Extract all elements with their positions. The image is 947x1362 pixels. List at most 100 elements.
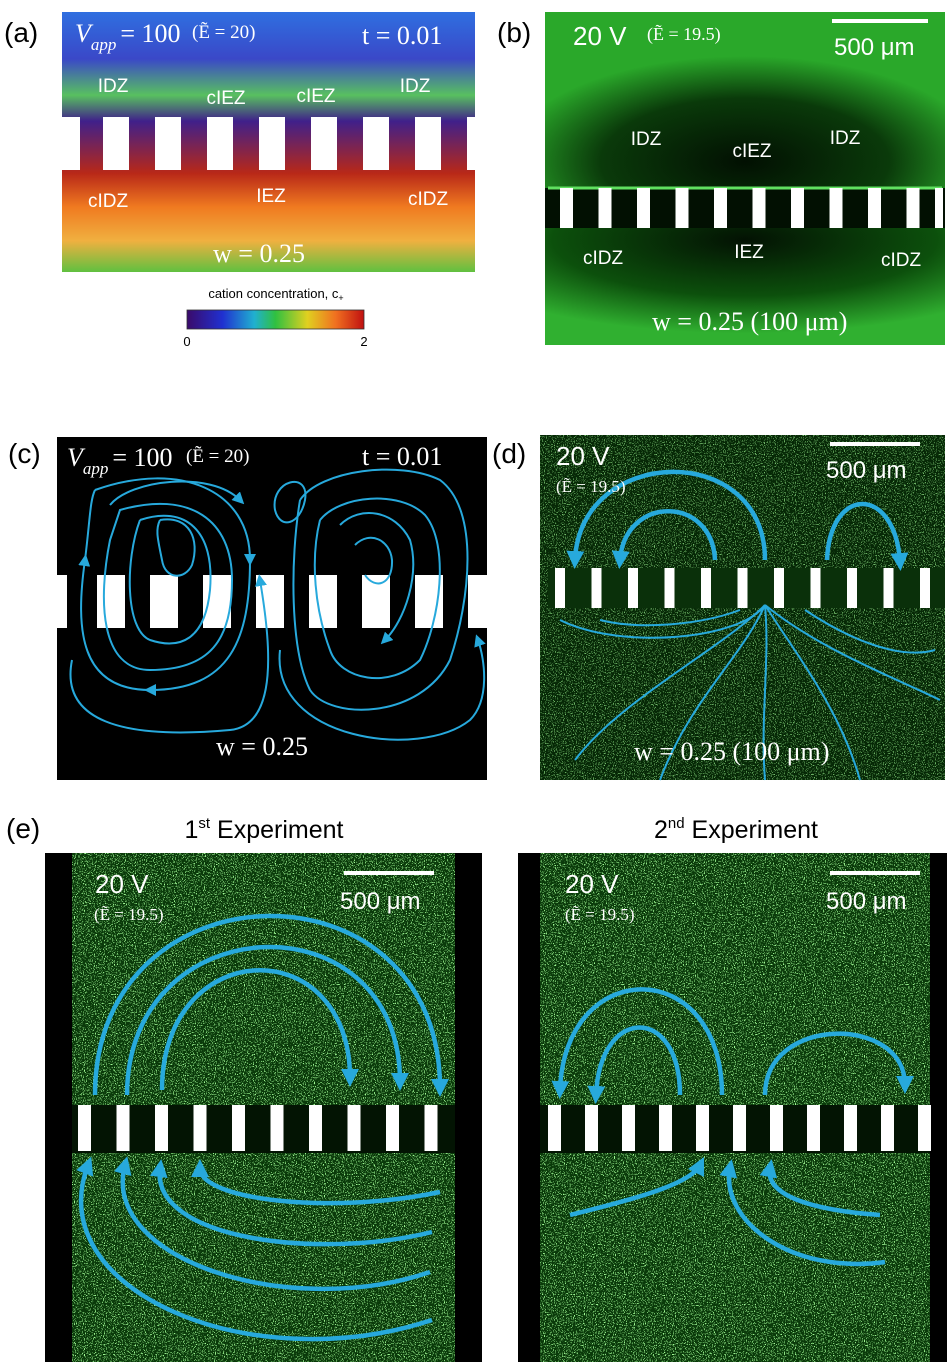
pillar <box>733 1105 746 1151</box>
zone: IDZ <box>400 76 431 97</box>
scale-label: 500 μm <box>826 888 907 915</box>
time: t = 0.01 <box>362 442 442 471</box>
pillar <box>468 575 496 628</box>
field: (Ẽ = 19.5) <box>556 477 626 496</box>
pillar <box>155 1105 168 1151</box>
pillar <box>207 117 233 170</box>
pillar <box>918 1105 931 1151</box>
figure: (a) Vapp= 100 (Ẽ = 20) t = 0.01 IDZ cIEZ… <box>0 0 947 1362</box>
pillar <box>868 188 881 228</box>
pillar <box>117 1105 130 1151</box>
pillar <box>592 568 602 608</box>
zone: IDZ <box>830 128 861 149</box>
pillar <box>696 1105 709 1151</box>
field: (Ẽ = 20) <box>186 445 249 467</box>
field: (Ẽ = 19.5) <box>565 905 635 924</box>
pillar <box>311 117 337 170</box>
pillar <box>811 568 821 608</box>
zone: cIDZ <box>881 250 922 271</box>
pillar <box>585 1105 598 1151</box>
zone: cIEZ <box>206 88 245 109</box>
pillar <box>935 188 943 228</box>
panel-label: (b) <box>497 17 531 48</box>
pillar <box>548 1105 561 1151</box>
pillar <box>309 1105 322 1151</box>
pillar <box>78 1105 91 1151</box>
colorbar-label: cation concentration, c+ <box>208 286 343 303</box>
pillar <box>665 568 675 608</box>
pillar <box>415 117 441 170</box>
pillar <box>386 1105 399 1151</box>
pillar <box>774 568 784 608</box>
time: t = 0.01 <box>362 21 442 50</box>
zone: cIDZ <box>408 189 449 210</box>
pillar <box>738 568 748 608</box>
panel-e: (e) 1st Experiment 2nd Experiment 20 V (… <box>6 813 947 1362</box>
panel-label: (a) <box>4 17 38 48</box>
pillar <box>714 188 727 228</box>
panel-d: (d) 20 V (Ẽ = 19.5) 500 μm w = 0.25 (100… <box>492 435 945 780</box>
pillar <box>770 1105 783 1151</box>
voltage: 20 V <box>573 21 627 51</box>
zone: cIDZ <box>88 191 129 212</box>
voltage: 20 V <box>95 869 149 899</box>
width: w = 0.25 (100 μm) <box>634 737 829 766</box>
zone: cIEZ <box>732 141 771 162</box>
pillars <box>57 575 496 628</box>
pillar <box>659 1105 672 1151</box>
pillar <box>155 117 181 170</box>
pillar <box>271 1105 284 1151</box>
zone: IDZ <box>631 129 662 150</box>
scale-label: 500 μm <box>340 888 421 915</box>
pillar <box>847 568 857 608</box>
pillar <box>232 1105 245 1151</box>
pillar <box>753 188 766 228</box>
width: w = 0.25 (100 μm) <box>652 307 847 336</box>
pillar <box>791 188 804 228</box>
zone: cIDZ <box>583 248 624 269</box>
width: w = 0.25 <box>216 732 308 761</box>
pillar <box>103 117 129 170</box>
zone: IDZ <box>98 76 129 97</box>
experiment-title: 1st Experiment <box>185 815 344 844</box>
pillar <box>194 1105 207 1151</box>
pillar <box>599 188 612 228</box>
pillar <box>62 117 80 170</box>
pillar <box>467 117 475 170</box>
pillar <box>830 188 843 228</box>
panel-label: (d) <box>492 438 526 469</box>
panel-a: (a) Vapp= 100 (Ẽ = 20) t = 0.01 IDZ cIEZ… <box>4 12 475 349</box>
panel-c: (c) Vapp= 100 (Ẽ = 20) t = 0.01 w = 0.25 <box>8 437 496 780</box>
colorbar-max: 2 <box>360 334 367 349</box>
pillar <box>425 1105 438 1151</box>
pillar <box>907 188 920 228</box>
colorbar <box>187 310 364 329</box>
pillar <box>844 1105 857 1151</box>
pillar <box>348 1105 361 1151</box>
scale-label: 500 μm <box>834 34 915 61</box>
zone: IEZ <box>256 186 286 207</box>
pillar <box>259 117 285 170</box>
pillar <box>560 188 573 228</box>
field: (Ẽ = 19.5) <box>647 23 721 45</box>
pillar <box>150 575 178 628</box>
field: (Ẽ = 20) <box>192 21 255 43</box>
pillar <box>881 1105 894 1151</box>
pillar <box>363 117 389 170</box>
pillar <box>555 568 565 608</box>
pillar <box>884 568 894 608</box>
pillar <box>57 575 67 628</box>
pillar <box>807 1105 820 1151</box>
scale-label: 500 μm <box>826 457 907 484</box>
width: w = 0.25 <box>213 239 305 268</box>
panel-b: (b) 20 V (Ẽ = 19.5) 500 μm IDZ cIEZ IDZ … <box>497 12 945 345</box>
pillar <box>701 568 711 608</box>
pillar <box>97 575 125 628</box>
panel-label: (e) <box>6 813 40 844</box>
pillar <box>920 568 930 608</box>
voltage: 20 V <box>565 869 619 899</box>
experiment-title: 2nd Experiment <box>654 815 818 844</box>
zone: IEZ <box>734 242 764 263</box>
field: (Ẽ = 19.5) <box>94 905 164 924</box>
colorbar-min: 0 <box>183 334 190 349</box>
